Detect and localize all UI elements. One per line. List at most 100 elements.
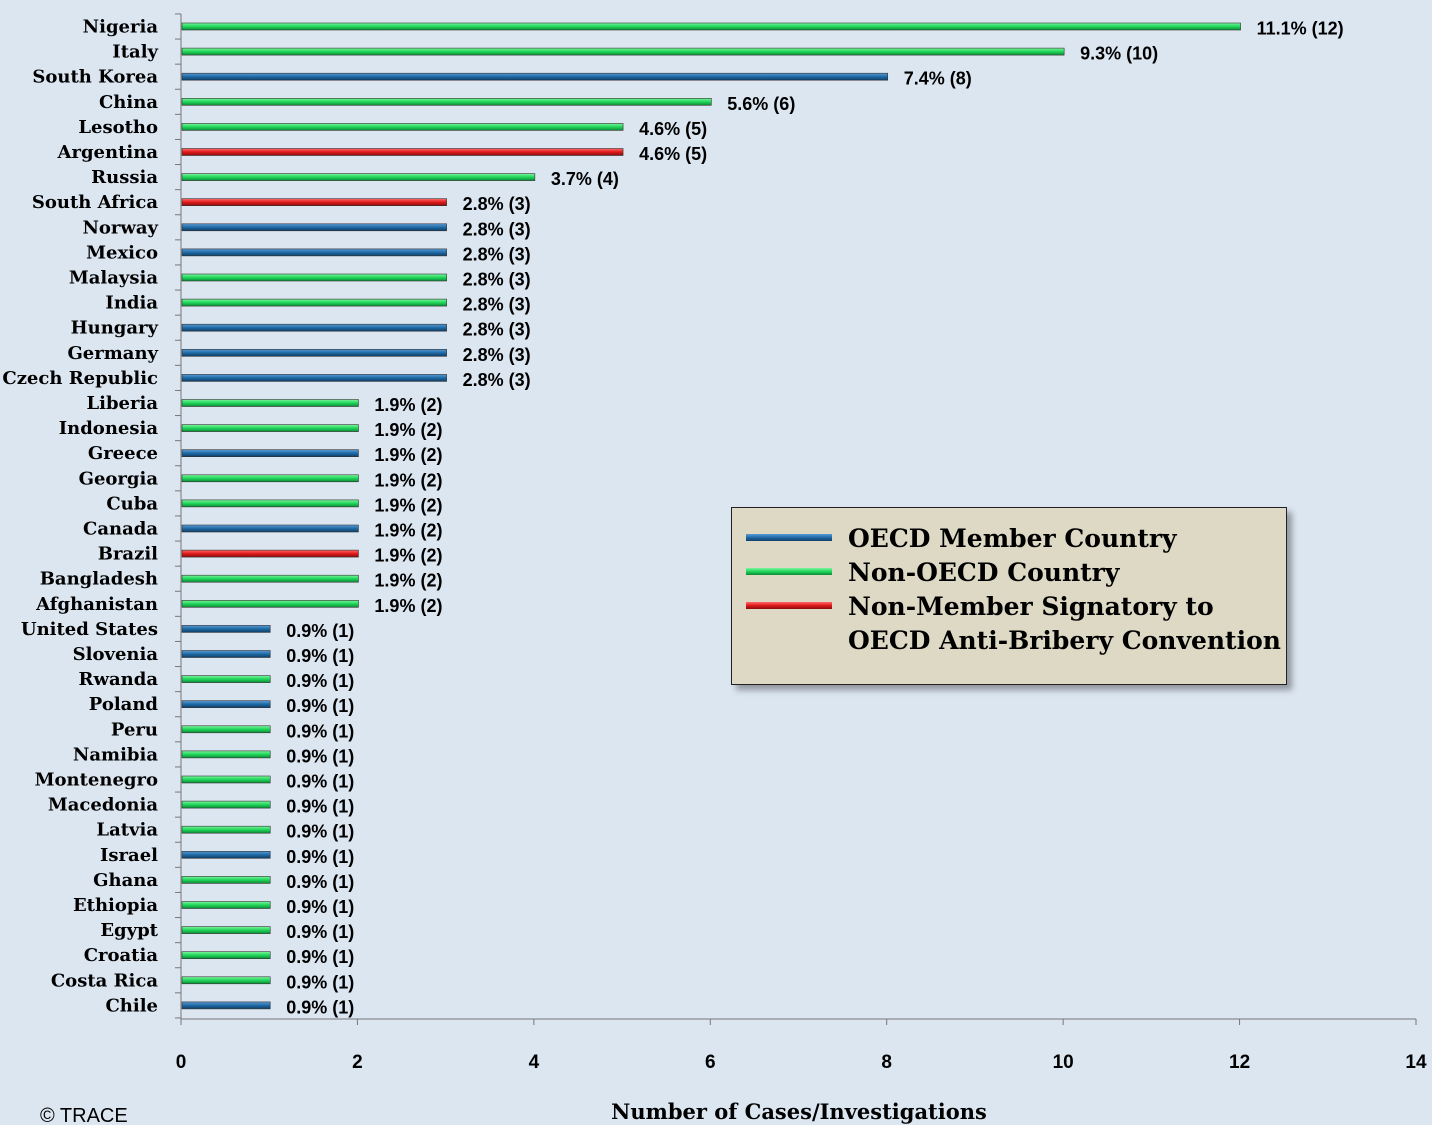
data-label: 1.9% (2) [374,420,442,440]
bar-costa-rica [181,976,271,985]
data-label: 0.9% (1) [286,947,354,967]
legend-label: Non-Member Signatory to OECD Anti-Briber… [848,592,1281,655]
data-label: 4.6% (5) [639,119,707,139]
category-label: Ethiopia [73,895,158,916]
category-label: Slovenia [73,644,159,665]
legend-item-signatory: Non-Member Signatory to OECD Anti-Briber… [746,590,1281,658]
data-label: 1.9% (2) [374,596,442,616]
bar-hungary [181,323,447,332]
data-label: 0.9% (1) [286,696,354,716]
data-label: 0.9% (1) [286,822,354,842]
data-label: 9.3% (10) [1080,44,1158,64]
data-label: 0.9% (1) [286,972,354,992]
data-label: 1.9% (2) [374,470,442,490]
category-label: Macedonia [48,795,159,816]
category-label: Greece [88,443,158,464]
data-label: 4.6% (5) [639,144,707,164]
legend-label: OECD Member Country [848,524,1177,553]
legend: OECD Member Country Non-OECD Country Non-M… [731,507,1287,685]
category-label: Latvia [96,820,158,841]
legend-item-oecd: OECD Member Country [746,522,1177,556]
bar-south-korea [181,72,889,81]
legend-swatch [746,534,832,541]
bars [181,22,1241,1010]
bar-nigeria [181,22,1241,31]
bar-latvia [181,825,271,834]
data-label: 0.9% (1) [286,997,354,1017]
bar-south-africa [181,198,447,206]
data-label: 0.9% (1) [286,797,354,817]
data-label: 1.9% (2) [374,546,442,566]
data-label: 0.9% (1) [286,922,354,942]
x-tick-label: 0 [176,1052,187,1073]
data-label: 2.8% (3) [463,370,531,390]
bar-germany [181,348,447,357]
legend-label: Non-OECD Country [848,558,1120,587]
bar-montenegro [181,775,271,784]
bar-ethiopia [181,901,271,909]
category-label: India [105,293,158,314]
data-label: 0.9% (1) [286,721,354,741]
data-label: 5.6% (6) [727,94,795,114]
axes: 0 2 4 6 8 10 12 14 [175,13,1427,1073]
data-label: 2.8% (3) [463,270,531,290]
x-axis-title: Number of Cases/Investigations [611,1099,987,1124]
bar-mexico [181,248,447,257]
category-label: Afghanistan [35,594,158,615]
category-label: Liberia [86,393,158,414]
x-tick-label: 2 [352,1052,363,1073]
bar-peru [181,725,271,734]
category-label: Germany [67,343,158,364]
bar-norway [181,223,447,232]
bar-rwanda [181,675,271,683]
bar-india [181,298,447,307]
bar-canada [181,524,359,533]
bar-israel [181,850,271,859]
legend-swatch [746,602,832,609]
bar-russia [181,173,536,181]
bar-afghanistan [181,599,359,608]
data-label: 0.9% (1) [286,897,354,917]
category-label: Montenegro [35,770,158,791]
category-label: Georgia [79,468,159,489]
category-label: Namibia [73,744,158,765]
category-label: Bangladesh [40,569,158,590]
legend-swatch [746,568,832,575]
legend-item-non_oecd: Non-OECD Country [746,556,1119,590]
data-label: 2.8% (3) [463,295,531,315]
category-label: Russia [91,167,158,188]
category-label: Argentina [57,142,159,163]
bar-liberia [181,399,359,407]
category-label: Poland [89,694,159,715]
category-label: Indonesia [59,418,159,439]
data-label: 1.9% (2) [374,571,442,591]
x-tick-label: 4 [529,1052,540,1073]
category-label: South Africa [32,192,158,213]
data-label: 0.9% (1) [286,671,354,691]
category-label: Chile [105,995,158,1016]
category-label: Costa Rica [51,970,158,991]
data-label: 0.9% (1) [286,847,354,867]
category-label: Malaysia [69,268,159,289]
bar-malaysia [181,273,447,282]
copyright-text: © TRACE [40,1105,128,1125]
bar-croatia [181,951,271,960]
data-label: 2.8% (3) [463,244,531,264]
bar-chile [181,1001,271,1010]
bar-united-states [181,625,271,633]
bar-indonesia [181,424,359,432]
bar-poland [181,700,271,709]
category-label: Nigeria [83,17,159,38]
category-label: South Korea [32,67,158,88]
bar-italy [181,47,1065,56]
data-label: 3.7% (4) [551,169,619,189]
data-label: 1.9% (2) [374,445,442,465]
category-label: Canada [83,519,158,540]
bar-namibia [181,750,271,759]
category-label: Brazil [98,544,158,565]
category-label: Cuba [106,493,158,514]
bar-georgia [181,474,359,483]
bar-egypt [181,926,271,934]
data-label: 2.8% (3) [463,219,531,239]
